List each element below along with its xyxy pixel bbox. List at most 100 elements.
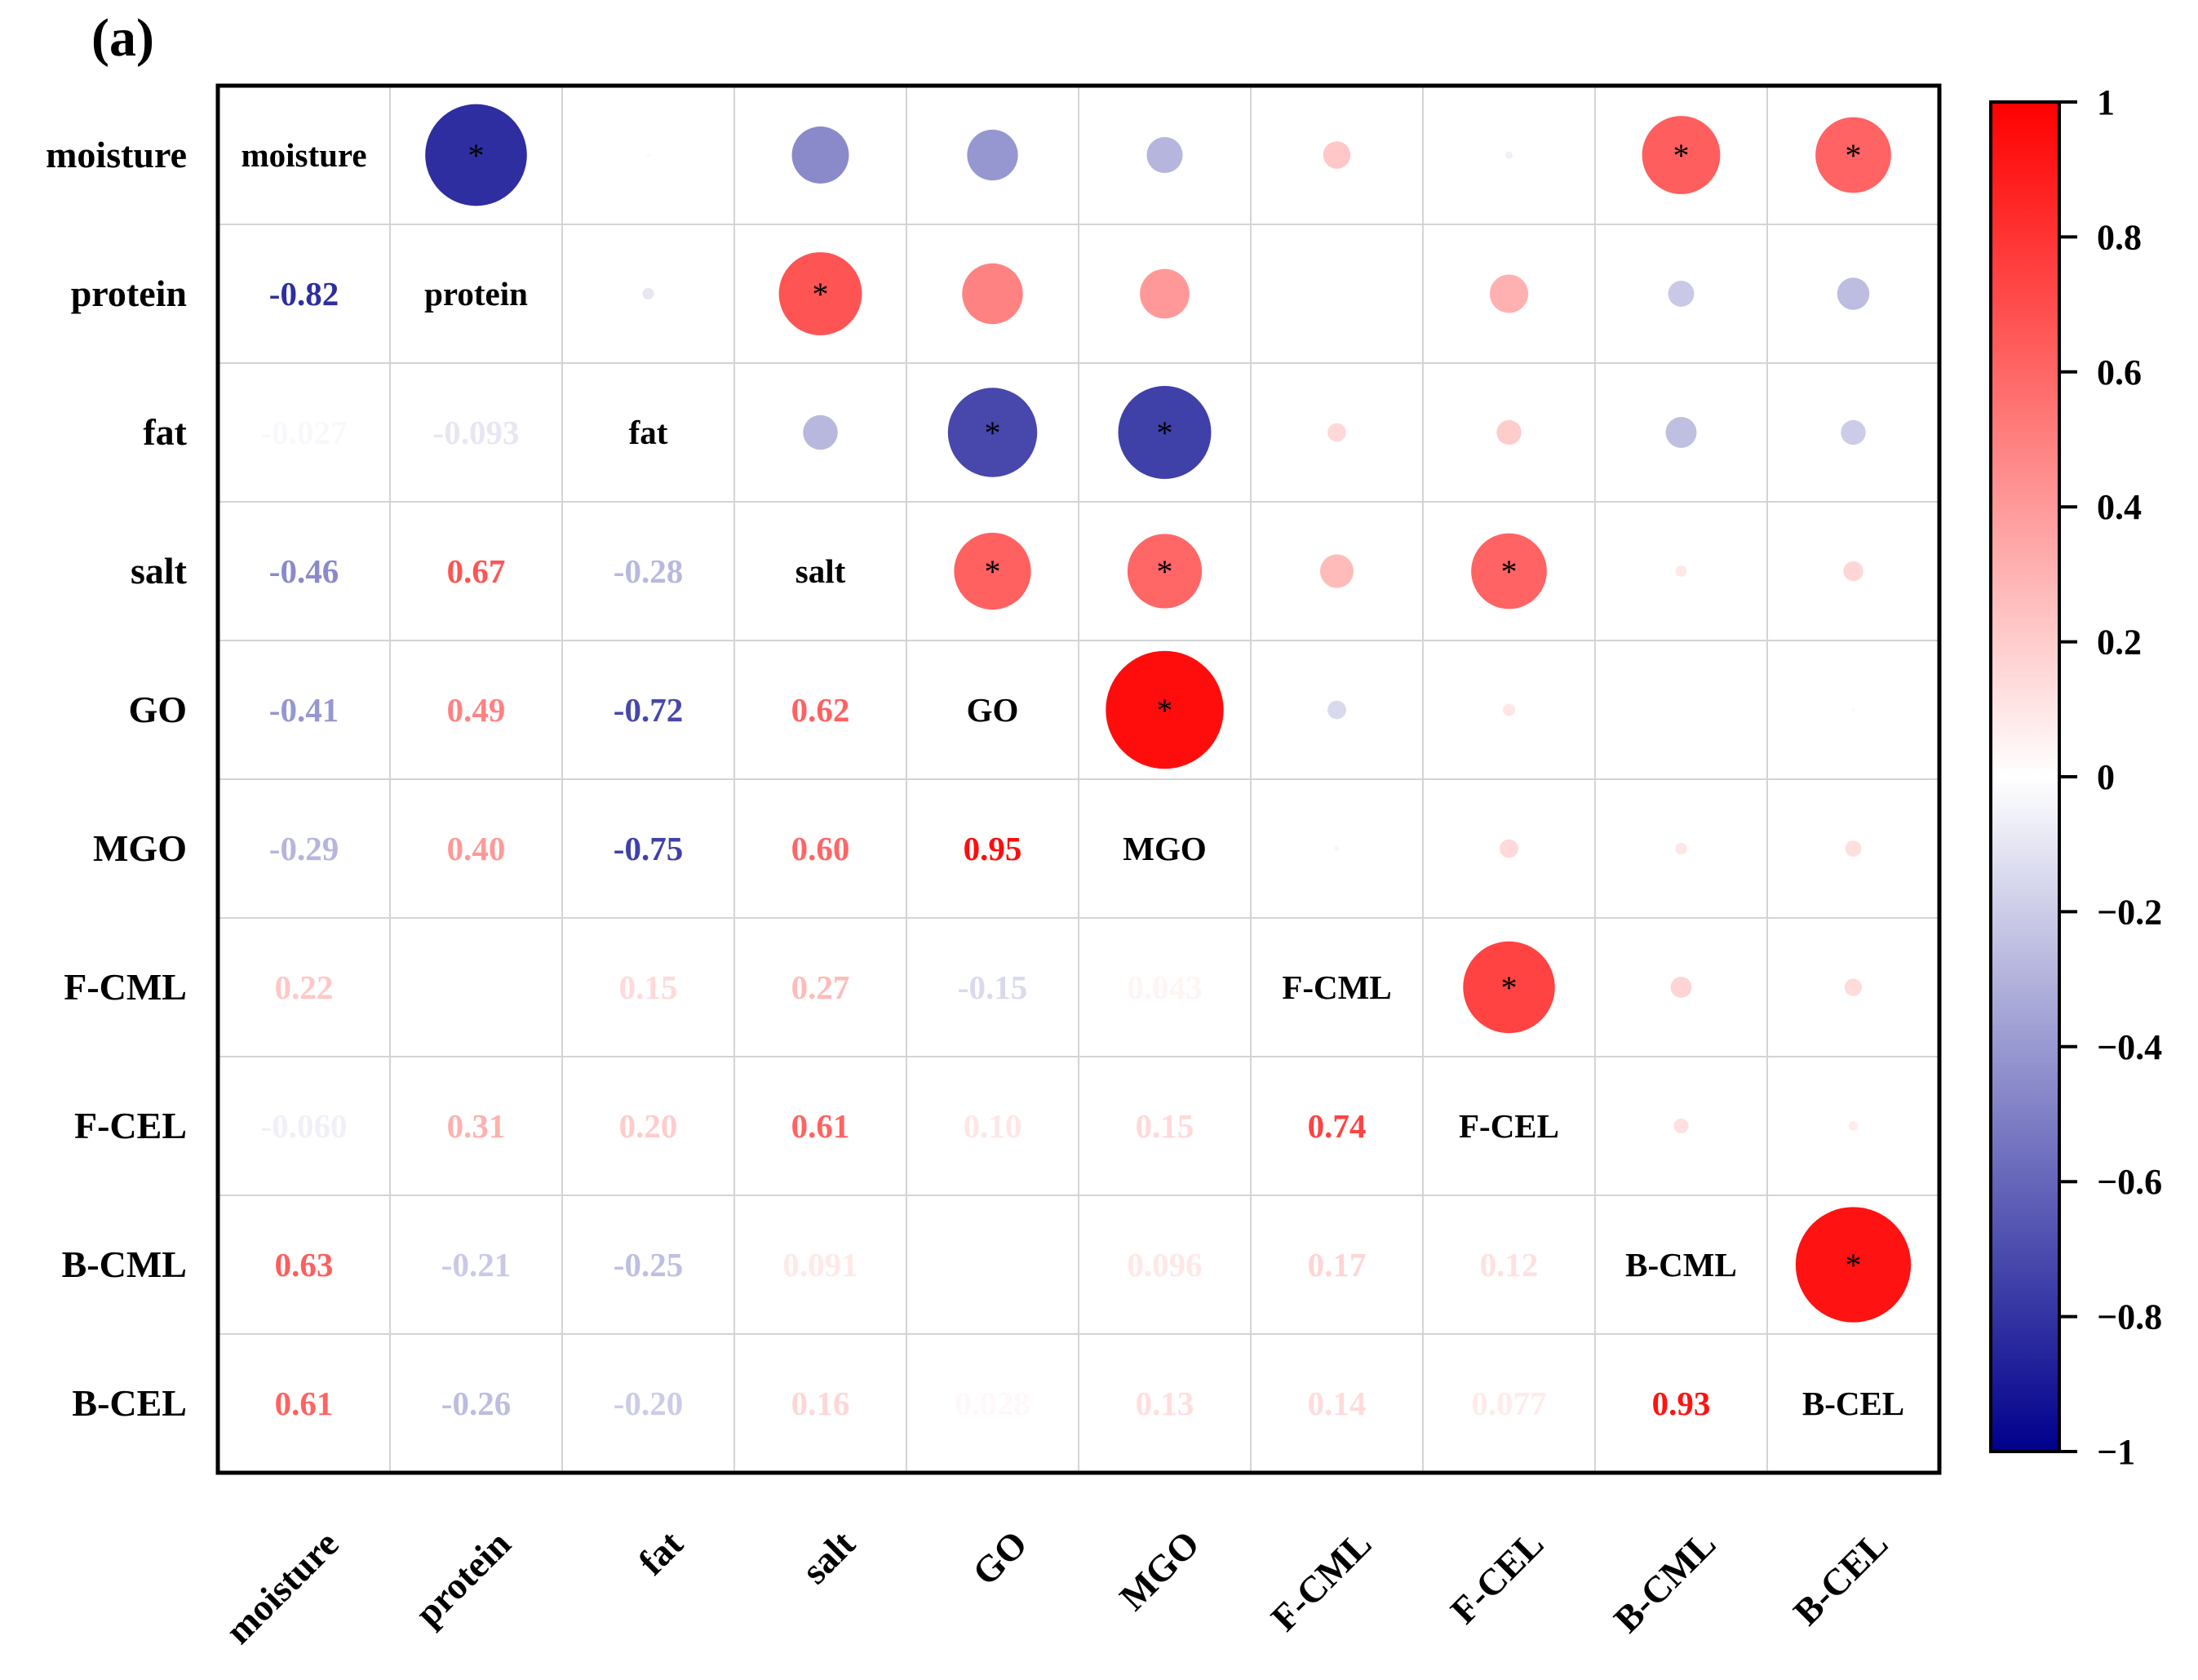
diagonal-label-F-CEL: F-CEL xyxy=(1459,1107,1559,1145)
correlation-circle-moisture-B-CEL xyxy=(1815,117,1891,193)
correlation-circle-fat-F-CML xyxy=(1327,423,1346,442)
coefficient-label: 0.40 xyxy=(447,830,506,867)
coefficient-label: -0.20 xyxy=(614,1385,683,1422)
coefficient-label: 0.12 xyxy=(1480,1246,1539,1283)
correlation-circle-F-CML-F-CEL xyxy=(1463,941,1555,1034)
correlation-circle-moisture-B-CML xyxy=(1642,116,1721,194)
significance-marker: * xyxy=(1157,414,1173,451)
correlation-circle-GO-MGO xyxy=(1106,650,1224,769)
coefficient-label: 0.10 xyxy=(964,1107,1022,1145)
significance-marker: * xyxy=(1501,553,1518,590)
correlation-circle-salt-F-CEL xyxy=(1471,533,1547,609)
coefficient-label: 0.096 xyxy=(1127,1246,1202,1283)
significance-marker: * xyxy=(1157,553,1173,590)
coefficient-label: 0.62 xyxy=(791,691,850,729)
colorbar-gradient xyxy=(1989,100,2061,1453)
coefficient-label: -0.41 xyxy=(269,691,339,729)
row-label-protein: protein xyxy=(71,273,187,314)
row-label-moisture: moisture xyxy=(46,134,187,175)
diagonal-label-protein: protein xyxy=(424,275,528,313)
coefficient-label: -0.25 xyxy=(614,1246,683,1283)
coefficient-label: 0.31 xyxy=(447,1107,506,1145)
coefficient-label: -0.060 xyxy=(261,1107,348,1145)
coefficient-label: -0.28 xyxy=(614,552,683,590)
coefficient-label: 0.95 xyxy=(964,830,1022,867)
correlation-circle-protein-fat xyxy=(642,287,654,300)
significance-marker: * xyxy=(1501,969,1518,1006)
coefficient-label: 0.63 xyxy=(275,1246,334,1283)
column-label-moisture: moisture xyxy=(217,1523,346,1651)
coefficient-label: 0.22 xyxy=(275,969,334,1006)
colorbar-tick-label: 0.6 xyxy=(2097,352,2142,392)
correlation-circle-MGO-B-CML xyxy=(1675,842,1687,855)
correlation-circle-F-CEL-B-CEL xyxy=(1848,1121,1859,1131)
row-label-fat: fat xyxy=(143,411,187,453)
coefficient-label: 0.17 xyxy=(1308,1246,1367,1283)
correlation-circle-salt-F-CML xyxy=(1319,554,1354,588)
coefficient-label: -0.26 xyxy=(441,1385,511,1422)
correlation-circle-F-CEL-B-CML xyxy=(1673,1118,1689,1134)
row-label-B-CML: B-CML xyxy=(62,1243,187,1285)
significance-marker: * xyxy=(1673,137,1690,174)
column-label-F-CML: F-CML xyxy=(1263,1523,1380,1639)
correlation-circle-GO-B-CEL xyxy=(1851,707,1855,712)
correlation-circle-GO-F-CEL xyxy=(1502,703,1516,716)
coefficient-label: 0.16 xyxy=(791,1385,850,1422)
correlation-circle-B-CML-B-CEL xyxy=(1795,1207,1912,1323)
correlation-circle-moisture-salt xyxy=(791,126,849,184)
correlation-circle-protein-MGO xyxy=(1140,268,1190,319)
row-label-F-CEL: F-CEL xyxy=(74,1105,187,1146)
correlation-circle-fat-GO xyxy=(947,388,1038,477)
correlation-circle-moisture-MGO xyxy=(1146,136,1183,174)
column-label-B-CML: B-CML xyxy=(1606,1523,1723,1640)
correlation-circle-moisture-F-CML xyxy=(1323,141,1351,169)
diagonal-label-MGO: MGO xyxy=(1123,830,1206,867)
correlation-circle-F-CML-B-CML xyxy=(1670,977,1692,998)
row-label-GO: GO xyxy=(128,689,187,730)
column-label-protein: protein xyxy=(407,1523,519,1634)
column-label-B-CEL: B-CEL xyxy=(1785,1523,1895,1633)
correlation-circle-fat-MGO xyxy=(1118,386,1212,479)
correlation-circle-GO-F-CML xyxy=(1327,700,1346,720)
colorbar-tick-label: 0.4 xyxy=(2097,487,2142,527)
colorbar-tick-label: 0.2 xyxy=(2097,623,2142,663)
colorbar-tick-label: −1 xyxy=(2097,1432,2135,1472)
coefficient-label: -0.027 xyxy=(261,414,348,451)
coefficient-label: 0.028 xyxy=(955,1385,1030,1422)
significance-marker: * xyxy=(985,414,1001,451)
colorbar-tick-label: −0.4 xyxy=(2097,1027,2162,1067)
correlation-circle-protein-F-CEL xyxy=(1489,274,1529,313)
significance-marker: * xyxy=(1846,1247,1862,1283)
coefficient-label: 0.15 xyxy=(619,969,678,1006)
coefficient-label: -0.82 xyxy=(269,275,339,313)
diagonal-label-salt: salt xyxy=(795,552,846,590)
coefficient-label: 0.93 xyxy=(1652,1385,1711,1422)
coefficient-label: 0.13 xyxy=(1136,1385,1194,1422)
coefficient-label: -0.46 xyxy=(269,552,339,590)
correlation-circle-salt-B-CEL xyxy=(1843,561,1863,582)
correlation-circle-protein-GO xyxy=(962,263,1023,325)
colorbar-tick-label: 1 xyxy=(2097,82,2115,122)
coefficient-label: 0.15 xyxy=(1136,1107,1194,1145)
grid-lines xyxy=(218,86,1939,1473)
diagonal-label-B-CEL: B-CEL xyxy=(1802,1385,1904,1422)
coefficient-label: -0.093 xyxy=(433,414,520,451)
significance-marker: * xyxy=(985,553,1001,590)
correlation-circle-fat-salt xyxy=(803,414,838,450)
correlation-circle-moisture-F-CEL xyxy=(1504,151,1513,159)
plot-frame xyxy=(215,83,1942,1475)
correlation-circle-MGO-B-CEL xyxy=(1845,840,1862,857)
correlation-circle-fat-F-CEL xyxy=(1496,419,1522,445)
correlation-matrix: moisture * * * -0.82 protein * -0.027 -0.093 fat *… xyxy=(46,83,1942,1651)
correlation-circle-fat-B-CEL xyxy=(1841,419,1866,445)
column-label-GO: GO xyxy=(964,1523,1035,1594)
coefficient-label: 0.49 xyxy=(447,691,506,729)
coefficient-label: 0.74 xyxy=(1308,1107,1367,1145)
correlation-circle-MGO-F-CEL xyxy=(1500,839,1518,858)
correlation-circle-salt-GO xyxy=(954,532,1031,610)
colorbar-tick-label: 0.8 xyxy=(2097,217,2142,257)
coefficient-label: -0.72 xyxy=(614,691,683,729)
diagonal-label-fat: fat xyxy=(629,414,668,451)
column-label-F-CEL: F-CEL xyxy=(1442,1523,1552,1632)
